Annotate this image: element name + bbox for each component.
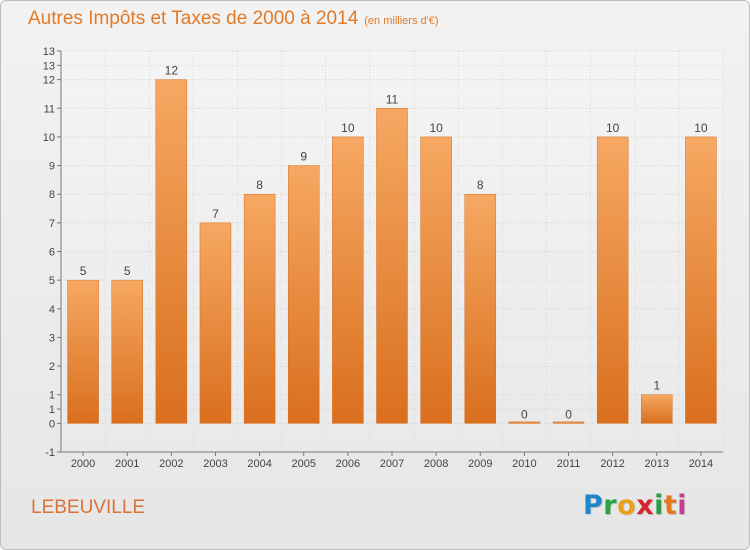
logo-letter: x <box>636 490 655 521</box>
chart-title: Autres Impôts et Taxes de 2000 à 2014 (en… <box>28 8 439 30</box>
bar <box>420 136 452 424</box>
y-tick-label: 0 <box>49 418 55 430</box>
data-label: 8 <box>256 178 263 192</box>
y-tick-label: 9 <box>49 161 55 173</box>
x-tick-label: 2013 <box>645 458 669 470</box>
y-tick-label: 3 <box>49 332 55 344</box>
bar <box>376 108 408 424</box>
bar <box>464 193 497 424</box>
logo-letter: o <box>617 490 637 521</box>
x-tick-label: 2014 <box>689 458 713 470</box>
logo-letter: r <box>603 490 618 521</box>
y-tick-label: 12 <box>43 75 55 87</box>
data-label: 8 <box>477 178 484 192</box>
x-tick-label: 2008 <box>424 458 448 470</box>
x-tick-label: 2010 <box>512 458 536 470</box>
bar <box>111 279 143 424</box>
bar <box>596 136 629 424</box>
x-tick-label: 2001 <box>115 458 139 470</box>
y-tick-label: 8 <box>49 189 55 201</box>
logo-letter: i <box>677 490 688 521</box>
data-label: 0 <box>565 407 572 421</box>
data-label: 12 <box>165 64 179 78</box>
bars: 5 5 12 7 8 9 10 11 10 8 0 0 10 1 10 <box>67 64 717 424</box>
data-label: 10 <box>341 121 355 135</box>
y-tick-label: 13 <box>43 46 55 58</box>
y-tick-label: 6 <box>49 247 55 259</box>
logo-letter: t <box>663 490 678 521</box>
data-label: 5 <box>80 264 87 278</box>
x-tick-label: 2006 <box>336 458 360 470</box>
bar <box>552 421 585 424</box>
chart-unit-note: (en milliers d'€) <box>364 15 439 27</box>
y-tick-label: 13 <box>43 60 55 72</box>
bar <box>155 79 188 424</box>
logo-letter: i <box>654 490 664 521</box>
bar <box>67 279 99 424</box>
data-label: 10 <box>429 121 443 135</box>
y-tick-label: 1 <box>49 390 55 402</box>
y-tick-label: 5 <box>49 275 55 287</box>
y-tick-label: 7 <box>49 218 55 230</box>
bar <box>243 193 276 424</box>
x-tick-label: 2007 <box>380 458 404 470</box>
place-name: LEBEUVILLE <box>31 497 146 518</box>
x-tick-label: 2003 <box>203 458 227 470</box>
y-tick-label: 2 <box>49 361 55 373</box>
data-label: 10 <box>606 121 620 135</box>
bar <box>287 165 320 424</box>
y-tick-label: 11 <box>44 103 55 115</box>
y-tick-label: -1 <box>45 447 55 459</box>
data-label: 11 <box>386 92 399 106</box>
x-tick-label: 2012 <box>600 458 624 470</box>
logo-letter: P <box>583 490 604 521</box>
y-tick-label: 10 <box>43 132 55 144</box>
x-tick-label: 2002 <box>159 458 183 470</box>
data-label: 9 <box>300 150 307 164</box>
data-label: 10 <box>694 121 708 135</box>
proxiti-logo: Proxiti <box>583 490 687 521</box>
bar <box>508 421 541 424</box>
bar <box>332 136 364 424</box>
x-tick-label: 2011 <box>557 458 581 470</box>
data-label: 5 <box>124 264 131 278</box>
x-tick-label: 2004 <box>247 458 271 470</box>
data-label: 0 <box>521 407 528 421</box>
x-axis: 2000 2001 2002 2003 2004 2005 2006 2007 2008 2009… <box>61 451 723 470</box>
x-tick-label: 2009 <box>468 458 492 470</box>
data-label: 1 <box>653 379 660 393</box>
y-tick-label: 4 <box>49 304 55 316</box>
y-tick-label: 1 <box>49 404 55 416</box>
x-tick-label: 2000 <box>71 458 95 470</box>
bar <box>685 136 717 424</box>
bar <box>641 394 673 424</box>
chart-title-text: Autres Impôts et Taxes de 2000 à 2014 <box>28 8 359 29</box>
data-label: 7 <box>212 207 219 221</box>
bar <box>199 222 232 424</box>
x-tick-label: 2005 <box>291 458 315 470</box>
